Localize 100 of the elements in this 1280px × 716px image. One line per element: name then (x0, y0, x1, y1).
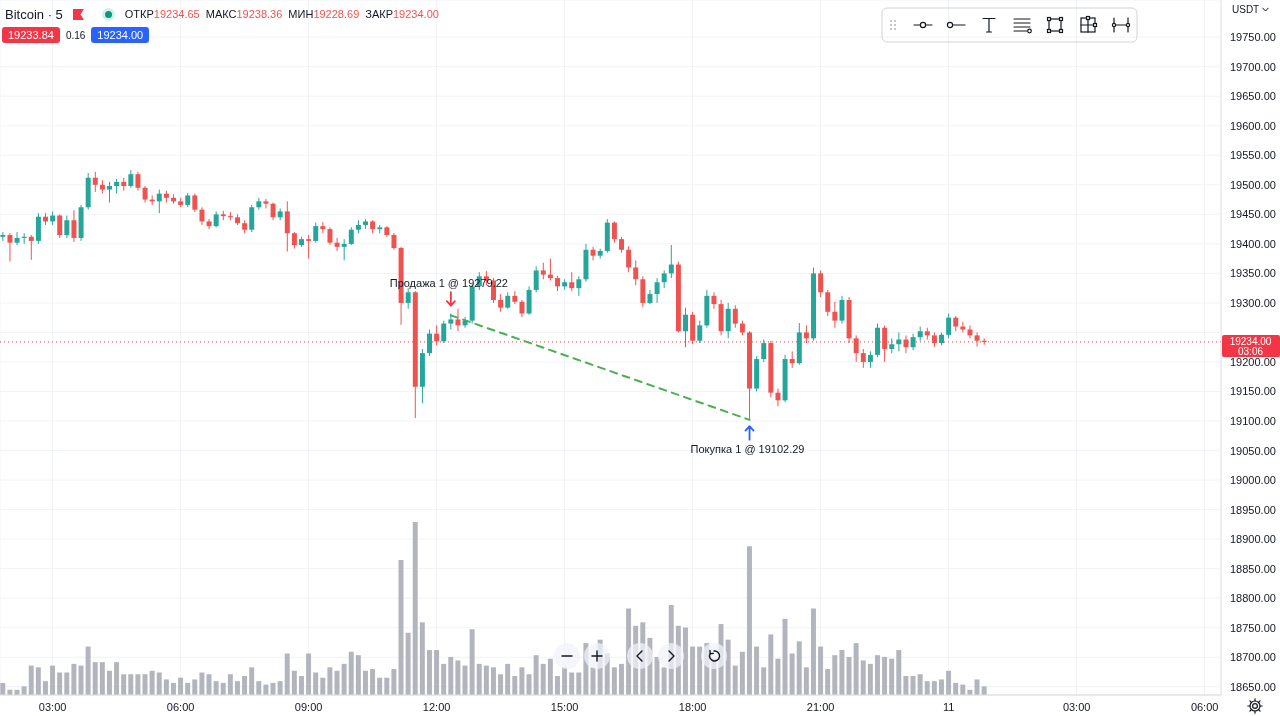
x-tick-label: 06:00 (166, 700, 195, 713)
bar (690, 646, 696, 695)
candlestick (341, 238, 347, 261)
bar (554, 675, 560, 695)
candlestick (775, 388, 781, 407)
bar (775, 658, 781, 695)
candlestick (64, 215, 70, 239)
candlestick (697, 320, 703, 344)
y-tick-label: 19200.00 (1230, 355, 1276, 368)
y-tick-label: 19550.00 (1230, 149, 1276, 162)
x-tick-label: 09:00 (294, 700, 323, 713)
bar (654, 656, 660, 695)
bar (242, 675, 248, 695)
x-tick-label: 18:00 (678, 700, 707, 713)
candlestick (135, 171, 141, 192)
bar (341, 663, 347, 695)
bar (853, 643, 859, 695)
bar (419, 622, 425, 695)
bar (99, 662, 105, 695)
y-tick-label: 19150.00 (1230, 385, 1276, 398)
bar (135, 674, 141, 695)
bar (35, 667, 41, 695)
candlestick (576, 275, 582, 297)
bar (782, 618, 788, 695)
bar (92, 662, 98, 695)
bar (391, 669, 397, 695)
x-tick-label: 11 (942, 700, 955, 713)
text: ОТКР19234.65 МАКС19238.36 МИН19228.69 ЗАКР19234.00 (124, 8, 439, 20)
bar (21, 686, 27, 695)
candlestick (434, 324, 440, 346)
bar (825, 669, 831, 695)
bar (697, 646, 703, 695)
candlestick (14, 231, 20, 246)
candlestick (654, 277, 660, 304)
bar (377, 677, 383, 695)
bar (213, 681, 219, 695)
candlestick (633, 259, 639, 286)
bar (810, 608, 816, 695)
bar (469, 629, 475, 695)
bar (71, 663, 77, 695)
annotation: 19234.00 (91, 27, 150, 43)
candlestick (107, 181, 112, 204)
x-tick-label: 12:00 (422, 700, 451, 713)
x-tick-label: 03:00 (1062, 700, 1091, 713)
bar (277, 681, 283, 695)
bar (384, 677, 390, 695)
bar (170, 682, 176, 695)
y-tick-label: 19600.00 (1230, 119, 1276, 132)
bar (313, 672, 319, 695)
candlestick (974, 331, 980, 348)
bar (85, 646, 91, 695)
bar (220, 682, 226, 695)
bar (746, 546, 752, 695)
bar (889, 658, 895, 695)
candlestick (818, 269, 824, 298)
candlestick (28, 234, 34, 261)
candlestick (668, 244, 674, 279)
bar (910, 675, 916, 695)
bar (163, 679, 169, 695)
bar (882, 656, 888, 695)
candlestick (569, 271, 575, 292)
bar (234, 681, 240, 695)
candlestick (611, 220, 617, 244)
y-tick-label: 19400.00 (1230, 237, 1276, 250)
bar (42, 681, 48, 695)
bar (476, 663, 482, 695)
bar (818, 646, 824, 695)
candlestick (192, 193, 198, 213)
bar (149, 670, 155, 695)
bar (348, 651, 354, 695)
bar (498, 674, 504, 695)
candlestick (825, 289, 831, 317)
bar (789, 653, 795, 695)
bar (227, 674, 233, 695)
bar (483, 665, 489, 695)
bar (946, 670, 952, 695)
bar (327, 667, 333, 695)
bar (28, 665, 34, 695)
annotation: 19233.84 (2, 27, 60, 43)
x-tick-label: 15:00 (550, 700, 579, 713)
y-tick-label: 18800.00 (1230, 592, 1276, 605)
ref-line-label: 19234.00 (1229, 335, 1272, 347)
candlestick (441, 320, 447, 344)
candlestick (853, 334, 859, 363)
text: 03:06 (1237, 345, 1264, 357)
candlestick (455, 308, 461, 332)
bar (732, 665, 738, 695)
y-tick-label: 19350.00 (1230, 267, 1276, 280)
bar (512, 675, 518, 695)
x-tick-label: 21:00 (806, 700, 835, 713)
y-tick-label: 18950.00 (1230, 503, 1276, 516)
y-tick-label: 19000.00 (1230, 474, 1276, 487)
bar (320, 677, 326, 695)
candlestick (711, 291, 717, 310)
bar (455, 660, 461, 695)
candlestick (448, 313, 454, 330)
y-tick-label: 19050.00 (1230, 444, 1276, 457)
candlestick (946, 313, 952, 339)
x-tick-label: 03:00 (38, 700, 67, 713)
bar (284, 653, 290, 695)
